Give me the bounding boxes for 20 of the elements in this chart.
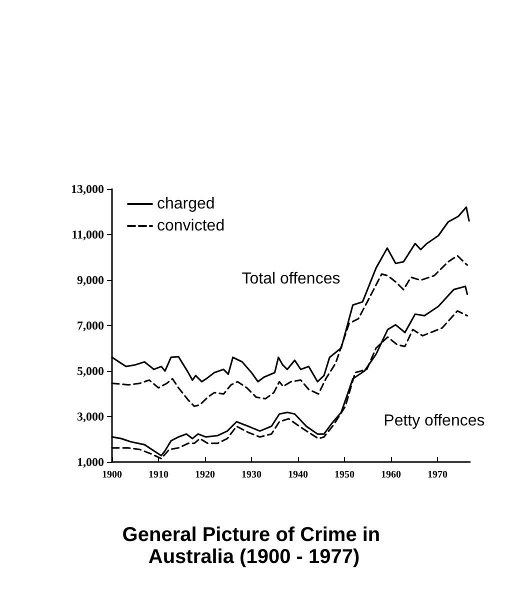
y-tick-label: 3,000 [77,410,104,424]
y-tick-label: 5,000 [77,364,104,378]
annotation: Petty offences [384,412,485,430]
y-tick-label: 1,000 [77,455,104,469]
text: General Picture of Crime in Australia (1900 - 1977) [122,524,386,568]
y-tick-label: 7,000 [77,318,104,332]
x-tick-label: 1950 [334,470,354,480]
x-tick-label: 1910 [148,470,168,480]
legend-label: charged [157,196,215,212]
x-tick-label: 1900 [102,470,122,480]
x-tick-label: 1960 [380,470,401,480]
x-tick-label: 1970 [427,470,448,480]
x-tick-label: 1930 [241,470,262,480]
y-tick-label: 13,000 [71,182,104,196]
legend-label: convicted [157,218,225,234]
x-tick-label: 1940 [288,470,308,480]
x-tick-label: 1920 [194,470,215,480]
annotation: Total offences [242,270,340,288]
y-tick-label: 9,000 [77,273,104,287]
y-tick-label: 11,000 [72,228,104,242]
